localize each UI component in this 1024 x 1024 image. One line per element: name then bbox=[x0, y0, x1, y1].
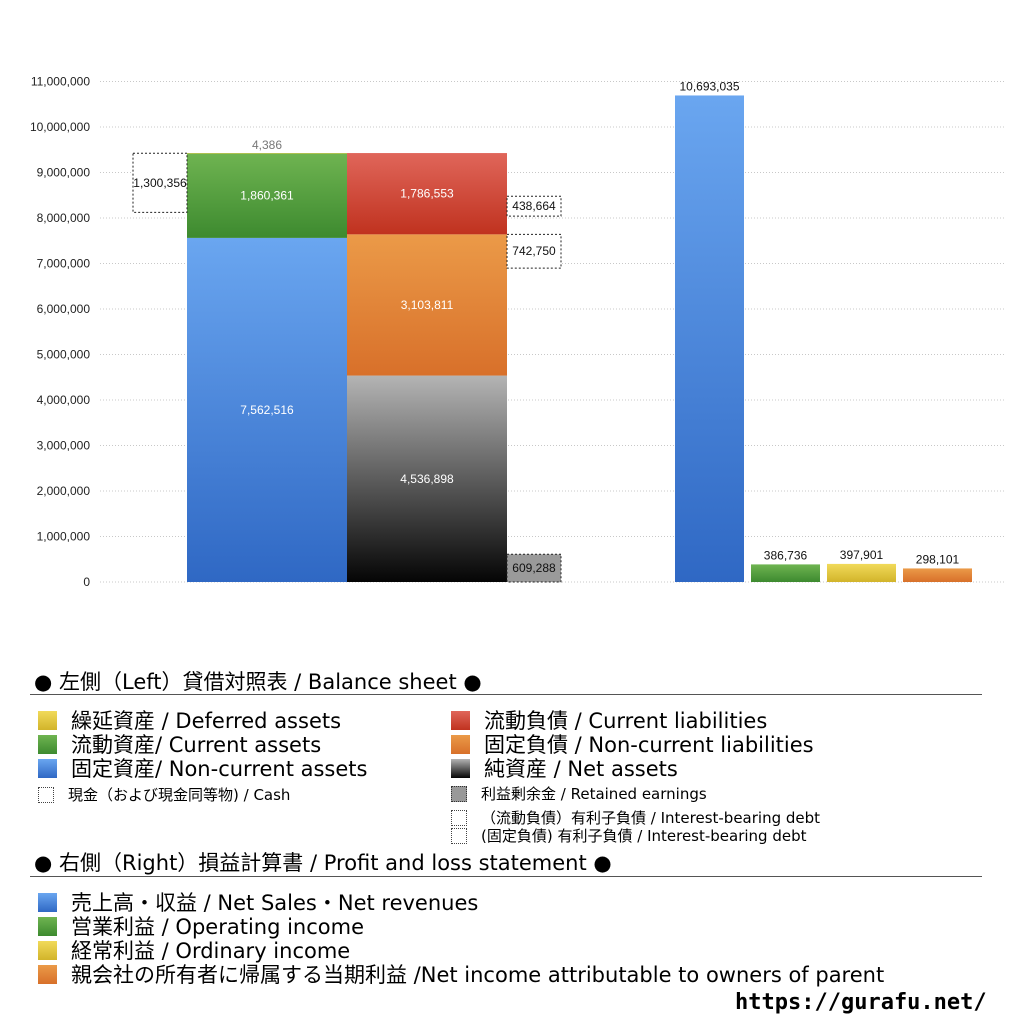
y-tick-label: 2,000,000 bbox=[37, 484, 91, 498]
y-tick-label: 6,000,000 bbox=[37, 302, 91, 316]
data-label: 298,101 bbox=[916, 552, 960, 566]
bar-segment bbox=[347, 153, 507, 235]
swatch bbox=[38, 916, 57, 936]
swatch bbox=[38, 734, 57, 754]
bar bbox=[751, 564, 820, 582]
profit-loss-bars: 10,693,035 386,736 397,901 298,101 bbox=[675, 79, 972, 582]
annotation-label: 609,288 bbox=[512, 561, 556, 575]
y-tick-label: 4,000,000 bbox=[37, 393, 91, 407]
legend-label: 繰延資産 / Deferred assets bbox=[71, 709, 342, 733]
swatch bbox=[451, 785, 467, 802]
y-tick-label: 10,000,000 bbox=[30, 120, 90, 134]
legend-label: (固定負債) 有利子負債 / Interest-bearing debt bbox=[481, 827, 807, 845]
legend-label: 経常利益 / Ordinary income bbox=[71, 939, 351, 963]
legend-item-net-assets: 純資産 / Net assets bbox=[451, 753, 678, 783]
legend-item-retained-earnings: 利益剰余金 / Retained earnings bbox=[451, 783, 707, 804]
annotation-box bbox=[132, 152, 188, 213]
data-label: 397,901 bbox=[840, 548, 884, 562]
swatch bbox=[451, 758, 470, 778]
legend-label: 流動負債 / Current liabilities bbox=[484, 709, 768, 733]
bar bbox=[903, 568, 972, 582]
bar-segment bbox=[347, 375, 507, 582]
swatch bbox=[38, 758, 57, 778]
y-tick-label: 0 bbox=[83, 575, 90, 589]
swatch bbox=[38, 710, 57, 730]
legend-label: 売上高・収益 / Net Sales・Net revenues bbox=[71, 891, 479, 915]
legend-item-non-current-assets: 固定資産/ Non-current assets bbox=[38, 753, 367, 783]
y-tick-label: 9,000,000 bbox=[37, 166, 91, 180]
legend-label: 利益剰余金 / Retained earnings bbox=[481, 785, 707, 803]
balance-sheet-legend-title: ● 左側（Left）貸借対照表 / Balance sheet ● bbox=[34, 670, 482, 694]
chart: 0 1,000,000 2,000,000 3,000,000 4,000,000 5,0… bbox=[30, 75, 1005, 590]
bar bbox=[675, 95, 744, 582]
data-label: 386,736 bbox=[764, 548, 808, 562]
data-label: 4,386 bbox=[252, 138, 282, 152]
legend-label: 営業利益 / Operating income bbox=[71, 915, 365, 939]
legend-label: （流動負債）有利子負債 / Interest-bearing debt bbox=[481, 809, 821, 827]
legend-label: 固定負債 / Non-current liabilities bbox=[484, 733, 814, 757]
legend-label: 流動資産/ Current assets bbox=[71, 733, 322, 757]
legend-item-interest-bearing-debt-current: （流動負債）有利子負債 / Interest-bearing debt bbox=[451, 807, 820, 828]
legend-item-interest-bearing-debt-non-current: (固定負債) 有利子負債 / Interest-bearing debt bbox=[451, 825, 807, 846]
swatch bbox=[451, 734, 470, 754]
swatch bbox=[451, 827, 467, 844]
legend-label: 親会社の所有者に帰属する当期利益 /Net income attributabl… bbox=[71, 963, 885, 987]
bar-segment bbox=[187, 153, 347, 238]
swatch bbox=[38, 940, 57, 960]
y-tick-label: 1,000,000 bbox=[37, 530, 91, 544]
legend-divider bbox=[30, 876, 982, 877]
data-label: 1,786,553 bbox=[400, 187, 454, 201]
source-url[interactable]: https://gurafu.net/ bbox=[735, 990, 987, 1015]
swatch bbox=[451, 710, 470, 730]
y-tick-label: 11,000,000 bbox=[31, 75, 90, 89]
legend-item-net-income: 親会社の所有者に帰属する当期利益 /Net income attributabl… bbox=[38, 959, 884, 989]
legend-item-deferred-assets: 繰延資産 / Deferred assets bbox=[38, 705, 341, 735]
bar bbox=[827, 563, 896, 582]
annotation-box bbox=[506, 553, 562, 583]
y-tick-label: 8,000,000 bbox=[37, 211, 91, 225]
y-tick-label: 5,000,000 bbox=[37, 348, 91, 362]
annotation-label: 438,664 bbox=[512, 199, 556, 213]
legend-item-current-assets: 流動資産/ Current assets bbox=[38, 729, 321, 759]
annotation-label: 1,300,356 bbox=[133, 176, 187, 190]
annotation-box bbox=[506, 195, 562, 217]
bar-segment bbox=[187, 153, 347, 154]
swatch bbox=[38, 964, 57, 984]
legend-item-net-sales: 売上高・収益 / Net Sales・Net revenues bbox=[38, 887, 478, 917]
profit-loss-legend-title: ● 右側（Right）損益計算書 / Profit and loss state… bbox=[34, 851, 612, 875]
legend-item-operating-income: 営業利益 / Operating income bbox=[38, 911, 364, 941]
legend-item-cash: 現金（および現金同等物) / Cash bbox=[38, 784, 290, 805]
swatch bbox=[38, 786, 54, 803]
legend-label: 純資産 / Net assets bbox=[484, 757, 678, 781]
annotation-box bbox=[506, 233, 562, 269]
legend-item-ordinary-income: 経常利益 / Ordinary income bbox=[38, 935, 350, 965]
legend-label: 固定資産/ Non-current assets bbox=[71, 757, 368, 781]
legend-item-current-liabilities: 流動負債 / Current liabilities bbox=[451, 705, 767, 735]
data-label: 7,562,516 bbox=[240, 403, 294, 417]
data-label: 1,860,361 bbox=[240, 189, 294, 203]
legend-divider bbox=[30, 694, 982, 695]
bar-segment bbox=[347, 234, 507, 376]
data-label: 3,103,811 bbox=[401, 298, 454, 312]
swatch bbox=[451, 809, 467, 826]
data-label: 10,693,035 bbox=[679, 79, 739, 93]
legend-item-non-current-liabilities: 固定負債 / Non-current liabilities bbox=[451, 729, 814, 759]
balance-sheet-bars: 7,562,516 1,860,361 4,386 4,536,898 3,103,81… bbox=[132, 138, 562, 583]
swatch bbox=[38, 892, 57, 912]
legend-label: 現金（および現金同等物) / Cash bbox=[68, 786, 291, 804]
annotation-label: 742,750 bbox=[512, 244, 556, 258]
y-tick-label: 3,000,000 bbox=[37, 439, 91, 453]
y-axis: 0 1,000,000 2,000,000 3,000,000 4,000,000 5,0… bbox=[30, 75, 90, 590]
y-tick-label: 7,000,000 bbox=[37, 257, 91, 271]
bar-segment bbox=[187, 237, 347, 582]
data-label: 4,536,898 bbox=[400, 472, 454, 486]
